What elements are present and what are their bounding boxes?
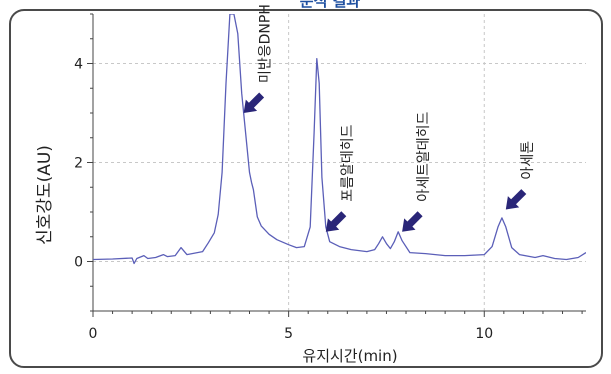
annotation-label-1: 포름알데히드 (340, 124, 356, 201)
annotation-arrow-1 (325, 211, 347, 232)
x-axis-label: 유지시간(min) (302, 347, 397, 365)
annotations: 미반응DNPH 포름알데히드 아세트알데히드 아세톤 (243, 4, 536, 232)
annotation-arrow-2 (402, 211, 423, 232)
annotation-2: 아세트알데히드 (402, 112, 432, 232)
chart-title: 분석 결과 (300, 0, 361, 10)
x-tick-label-0: 0 (89, 326, 98, 342)
annotation-3: 아세톤 (505, 141, 536, 210)
plot-panel-border (9, 9, 603, 368)
axes: 0 2 4 0 5 10 (74, 13, 586, 342)
y-axis-label: 신호강도(AU) (35, 145, 55, 245)
series-trace (93, 14, 586, 265)
annotation-1: 포름알데히드 (325, 124, 356, 232)
annotation-arrow-3 (505, 189, 527, 210)
annotation-label-3: 아세톤 (520, 141, 536, 180)
x-tick-label-2: 10 (475, 326, 493, 342)
y-tick-label-1: 2 (74, 156, 83, 172)
annotation-label-0: 미반응DNPH (258, 4, 274, 83)
chromatogram-line (93, 14, 586, 265)
y-tick-label-2: 4 (74, 57, 83, 73)
annotation-label-2: 아세트알데히드 (416, 112, 432, 202)
x-tick-label-1: 5 (284, 326, 293, 342)
y-tick-label-0: 0 (74, 255, 83, 271)
annotation-0: 미반응DNPH (243, 4, 274, 113)
annotation-arrow-0 (243, 92, 265, 113)
